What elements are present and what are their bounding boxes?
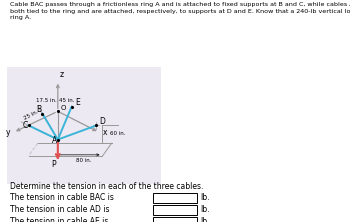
Bar bbox=[153, 193, 197, 203]
Text: lb.: lb. bbox=[201, 217, 210, 222]
Text: 45 in.: 45 in. bbox=[58, 98, 74, 103]
Text: P: P bbox=[52, 160, 56, 169]
Text: D: D bbox=[99, 117, 105, 126]
Text: O: O bbox=[61, 105, 66, 111]
Text: lb.: lb. bbox=[201, 193, 210, 202]
Bar bbox=[153, 205, 197, 215]
Text: 80 in.: 80 in. bbox=[76, 158, 92, 163]
Text: 60 in.: 60 in. bbox=[110, 131, 126, 136]
Text: B: B bbox=[36, 105, 41, 115]
Text: x: x bbox=[103, 128, 107, 137]
Text: y: y bbox=[6, 128, 10, 137]
Text: 25 in.: 25 in. bbox=[23, 110, 39, 121]
Text: Determine the tension in each of the three cables.: Determine the tension in each of the thr… bbox=[10, 182, 204, 190]
Text: A: A bbox=[52, 136, 57, 145]
Text: The tension in cable BAC is: The tension in cable BAC is bbox=[10, 193, 114, 202]
Text: 17.5 in.: 17.5 in. bbox=[36, 98, 57, 103]
Text: The tension in cable AE is: The tension in cable AE is bbox=[10, 217, 109, 222]
Text: z: z bbox=[60, 70, 63, 79]
Bar bbox=[153, 217, 197, 222]
Text: The tension in cable AD is: The tension in cable AD is bbox=[10, 205, 110, 214]
Text: C: C bbox=[22, 121, 28, 130]
Text: lb.: lb. bbox=[201, 205, 210, 214]
Text: E: E bbox=[75, 98, 79, 107]
Text: Cable BAC passes through a frictionless ring A and is attached to fixed supports: Cable BAC passes through a frictionless … bbox=[10, 2, 350, 20]
